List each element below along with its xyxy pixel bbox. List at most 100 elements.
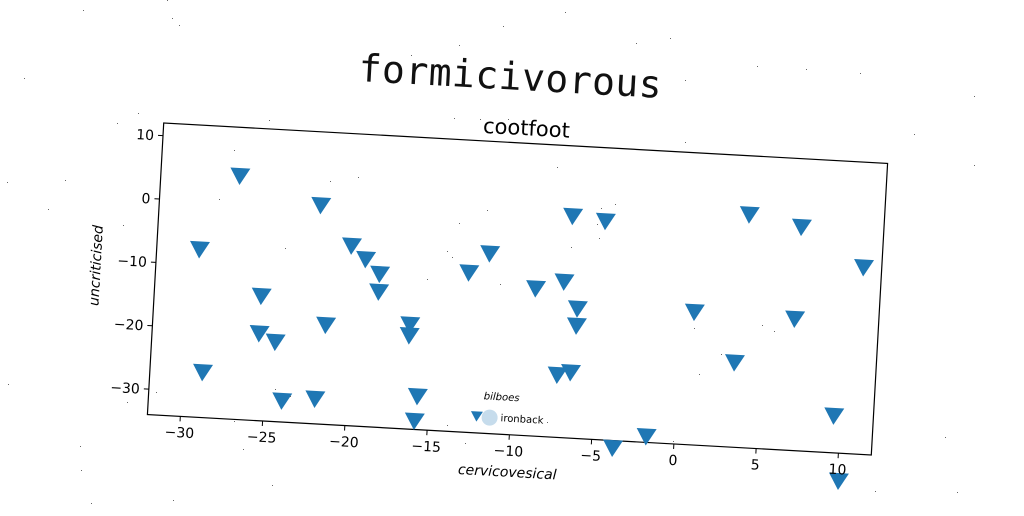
noise-dot: [615, 204, 616, 205]
noise-dot: [447, 251, 448, 252]
noise-dot: [427, 279, 428, 280]
noise-dot: [547, 422, 548, 423]
scatter-point: [407, 388, 428, 406]
noise-dot: [269, 120, 270, 121]
noise-dot: [459, 45, 460, 46]
noise-dot: [762, 325, 763, 326]
noise-dot: [806, 69, 807, 70]
noise-dot: [565, 12, 566, 13]
y-tick-label: −30: [110, 380, 140, 398]
noise-dot: [330, 181, 331, 182]
noise-dot: [290, 396, 291, 397]
noise-dot: [699, 374, 700, 375]
noise-dot: [167, 0, 168, 1]
scatter-point: [369, 266, 390, 284]
scatter-point: [525, 280, 546, 298]
x-tick-label: −30: [164, 425, 194, 443]
noise-dot: [480, 119, 481, 120]
noise-dot: [234, 150, 235, 151]
scatter-point: [784, 310, 805, 328]
x-tick-label: 5: [750, 457, 760, 473]
scatter-point: [458, 264, 479, 282]
x-tick-label: −25: [246, 429, 276, 447]
x-tick-label: 10: [828, 462, 847, 479]
scatter-point: [566, 317, 587, 335]
noise-dot: [757, 66, 758, 67]
noise-dot: [83, 10, 84, 11]
noise-dot: [597, 224, 598, 225]
x-tick-label: −10: [493, 443, 523, 461]
scatter-point: [251, 288, 272, 306]
legend-marker-triangle: [470, 411, 483, 422]
noise-dot: [138, 113, 139, 114]
scatter-point: [853, 259, 874, 277]
scatter-point: [271, 392, 292, 410]
noise-dot: [127, 402, 128, 403]
noise-dot: [243, 449, 244, 450]
noise-dot: [508, 119, 509, 120]
scatter-point: [602, 439, 623, 457]
y-ticks: 100−10−20−30: [110, 127, 164, 399]
x-tick-label: −15: [411, 438, 441, 456]
noise-dot: [599, 238, 600, 239]
scatter-point: [189, 241, 210, 259]
y-tick-label: −10: [117, 253, 147, 271]
scatter-point: [739, 206, 760, 224]
noise-dot: [454, 118, 455, 119]
scatter-point: [399, 327, 420, 345]
noise-dot: [447, 425, 448, 426]
noise-dot: [685, 142, 686, 143]
scatter-point: [562, 208, 583, 226]
noise-dot: [875, 491, 876, 492]
noise-dot: [945, 437, 946, 438]
scatter-point: [404, 413, 425, 431]
legend: bilboes ironback: [470, 391, 545, 429]
noise-dot: [117, 123, 118, 124]
noise-dot: [670, 38, 671, 39]
scatter-point: [724, 354, 745, 372]
x-tick-label: 0: [668, 453, 678, 469]
noise-dot: [557, 167, 558, 168]
noise-dot: [275, 389, 276, 390]
noise-dot: [81, 470, 82, 471]
scatter-point: [554, 273, 575, 291]
scatter-point: [315, 317, 336, 335]
noise-dot: [173, 500, 174, 501]
scatter-point: [595, 213, 616, 231]
noise-dot: [7, 182, 8, 183]
noise-dot: [272, 485, 273, 486]
noise-dot: [914, 134, 915, 135]
legend-label-ironback: ironback: [500, 413, 544, 426]
noise-dot: [91, 503, 92, 504]
scatter-point: [368, 283, 389, 301]
noise-dot: [636, 43, 637, 44]
noise-dot: [500, 284, 501, 285]
noise-dot: [721, 354, 722, 355]
noise-dot: [974, 165, 975, 166]
scatter-point: [310, 197, 331, 215]
markers-group: [178, 166, 877, 492]
noise-dot: [673, 441, 674, 442]
noise-dot: [234, 421, 235, 422]
noise-dot: [285, 248, 286, 249]
y-tick-label: 10: [136, 127, 155, 144]
noise-dot: [48, 209, 49, 210]
chart-title: cootfoot: [482, 114, 570, 143]
x-tick-label: −20: [329, 434, 359, 452]
noise-dot: [459, 223, 460, 224]
scatter-point: [229, 168, 250, 186]
scatter-point: [684, 304, 705, 322]
scatter-point: [567, 300, 588, 318]
noise-dot: [465, 443, 466, 444]
noise-dot: [80, 446, 81, 447]
noise-dot: [123, 225, 124, 226]
noise-dot: [172, 18, 173, 19]
y-tick-label: −20: [113, 317, 143, 335]
noise-dot: [24, 78, 25, 79]
noise-dot: [452, 257, 453, 258]
legend-marker-circle: [481, 409, 498, 426]
scatter-point: [791, 219, 812, 237]
